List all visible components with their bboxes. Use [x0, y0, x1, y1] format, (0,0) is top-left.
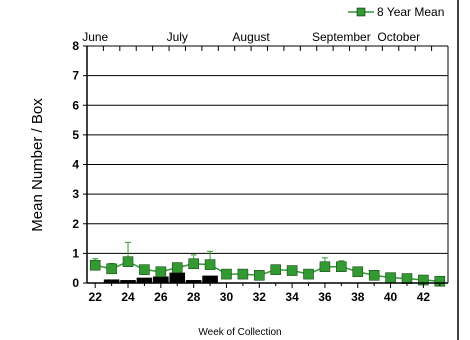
x-tick-label: 38	[351, 290, 365, 304]
y-tick-label: 3	[72, 187, 79, 201]
legend-label: 8 Year Mean	[377, 5, 444, 19]
bar	[202, 275, 218, 283]
data-point	[434, 275, 446, 287]
bar	[120, 280, 136, 283]
month-label: June	[82, 30, 108, 44]
x-tick-label: 30	[220, 290, 234, 304]
data-point	[352, 266, 364, 278]
x-axis-label: Week of Collection	[198, 327, 281, 338]
data-point	[270, 264, 282, 275]
y-axis-label: Mean Number / Box	[29, 98, 46, 232]
axes	[83, 45, 449, 288]
data-point	[368, 269, 380, 281]
y-tick-label: 1	[72, 246, 79, 260]
x-tick-label: 32	[253, 290, 267, 304]
bar	[185, 280, 202, 283]
x-tick-label: 24	[121, 290, 135, 304]
data-point	[401, 273, 413, 284]
data-point	[253, 269, 265, 281]
y-tick-labels: 0 1 2 3 4 5 6 7 8	[72, 39, 79, 290]
x-tick-label: 42	[417, 290, 431, 304]
bar	[169, 272, 186, 283]
month-labels: June July August September October	[82, 30, 420, 44]
data-point	[221, 268, 232, 280]
bar	[103, 279, 120, 283]
month-label: July	[167, 30, 188, 44]
month-label: August	[232, 30, 270, 44]
data-point	[122, 256, 134, 267]
data-point	[303, 268, 314, 280]
data-point	[106, 263, 117, 275]
bar-series	[103, 272, 218, 283]
data-point	[155, 266, 167, 278]
y-tick-label: 2	[72, 217, 79, 231]
data-point	[336, 261, 347, 273]
data-point	[237, 268, 249, 280]
x-tick-label: 26	[154, 290, 168, 304]
x-tick-label: 34	[285, 290, 299, 304]
y-tick-label: 4	[72, 158, 79, 172]
line-series	[89, 241, 446, 287]
bar	[136, 277, 153, 283]
data-point	[286, 265, 298, 276]
gridlines	[87, 45, 448, 254]
data-point	[204, 259, 216, 270]
x-tick-label: 22	[89, 290, 103, 304]
y-tick-label: 0	[72, 276, 79, 290]
x-tick-label: 40	[384, 290, 398, 304]
x-tick-label: 28	[187, 290, 201, 304]
x-tick-labels: 22 24 26 28 30 32 34 36 38 40 42	[89, 290, 431, 304]
month-label: September	[312, 30, 371, 44]
data-point	[139, 264, 150, 275]
legend: 8 Year Mean	[348, 5, 444, 19]
x-tick-label: 36	[318, 290, 332, 304]
data-point	[89, 259, 101, 271]
data-point	[188, 258, 199, 270]
data-point	[319, 261, 331, 273]
legend-marker	[356, 7, 366, 17]
bar	[153, 276, 169, 283]
data-point	[171, 262, 183, 273]
y-tick-label: 5	[72, 128, 79, 142]
y-tick-label: 7	[72, 69, 79, 83]
y-tick-label: 8	[72, 39, 79, 53]
y-tick-label: 6	[72, 98, 79, 112]
series-line	[95, 260, 440, 282]
month-label: October	[377, 30, 420, 44]
data-point	[385, 272, 396, 283]
